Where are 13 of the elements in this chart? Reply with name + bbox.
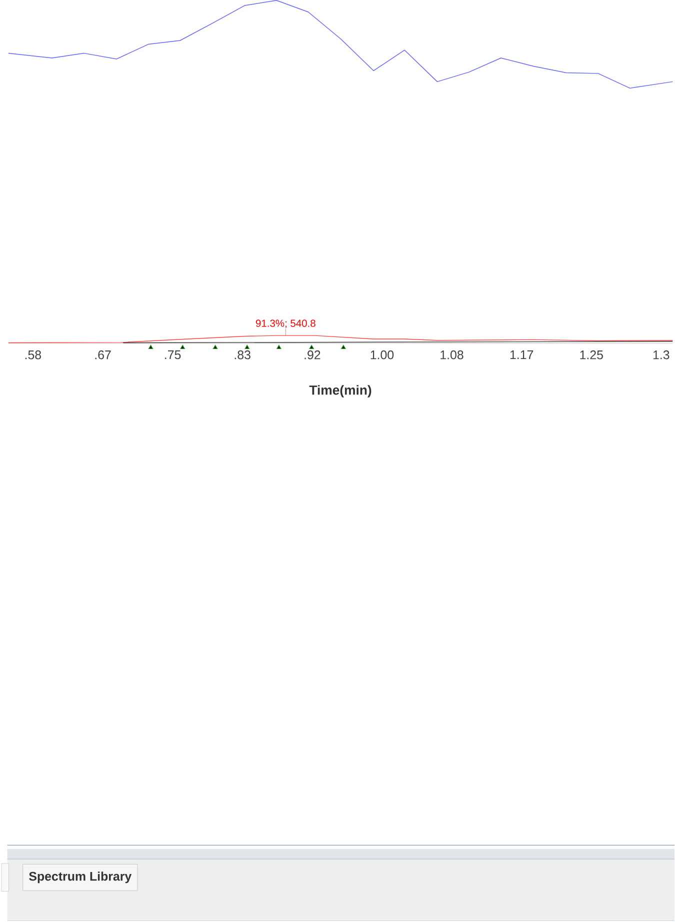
annotation: 91.3%; 540.8: [256, 320, 316, 328]
x-tick-label: 1.25: [580, 350, 604, 360]
x-tick-label: .58: [25, 350, 42, 360]
x-tick-label: 1.3: [654, 350, 670, 360]
x-axis-title: Time(min): [309, 385, 372, 398]
x-tick-label: 1.17: [510, 350, 534, 359]
x-tick-label: .75: [165, 350, 181, 360]
x-tick-label: .92: [304, 350, 320, 360]
text: Spectrum Library: [29, 872, 132, 884]
x-tick-label: .83: [234, 350, 250, 360]
x-tick-label: 1.00: [370, 350, 394, 360]
x-tick-label: 1.08: [440, 350, 464, 360]
x-tick-label: .67: [95, 350, 111, 360]
